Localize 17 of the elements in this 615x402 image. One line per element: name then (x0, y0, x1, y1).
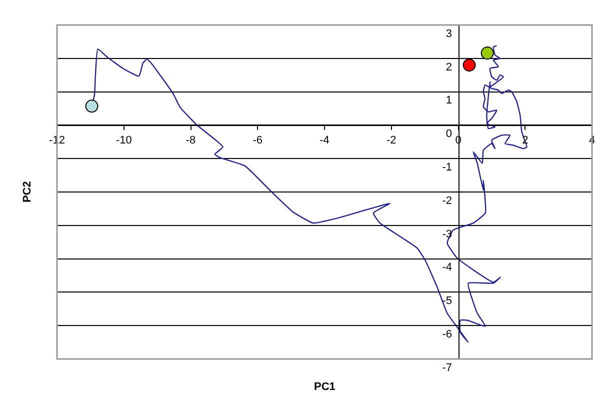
x-tick-label: -6 (252, 134, 263, 146)
y-tick-label: -7 (442, 362, 452, 374)
y-tick-label: -4 (442, 262, 452, 274)
y-tick-label: 3 (446, 28, 452, 40)
y-tick-label: -2 (442, 194, 452, 207)
y-tick-label: -1 (442, 161, 452, 174)
x-tick-label: -2 (386, 134, 396, 146)
y-tick-label: -6 (442, 328, 452, 340)
y-tick-label: 2 (446, 61, 452, 74)
x-tick-label: -12 (49, 134, 65, 146)
y-tick-label: 1 (446, 94, 452, 107)
x-tick-label: -4 (320, 134, 330, 146)
x-tick-label: -8 (186, 134, 196, 146)
y-axis-title: PC2 (22, 181, 34, 203)
x-tick-label: -10 (116, 134, 132, 146)
y-tick-label: -5 (442, 295, 452, 308)
x-axis-title: PC1 (314, 381, 336, 393)
